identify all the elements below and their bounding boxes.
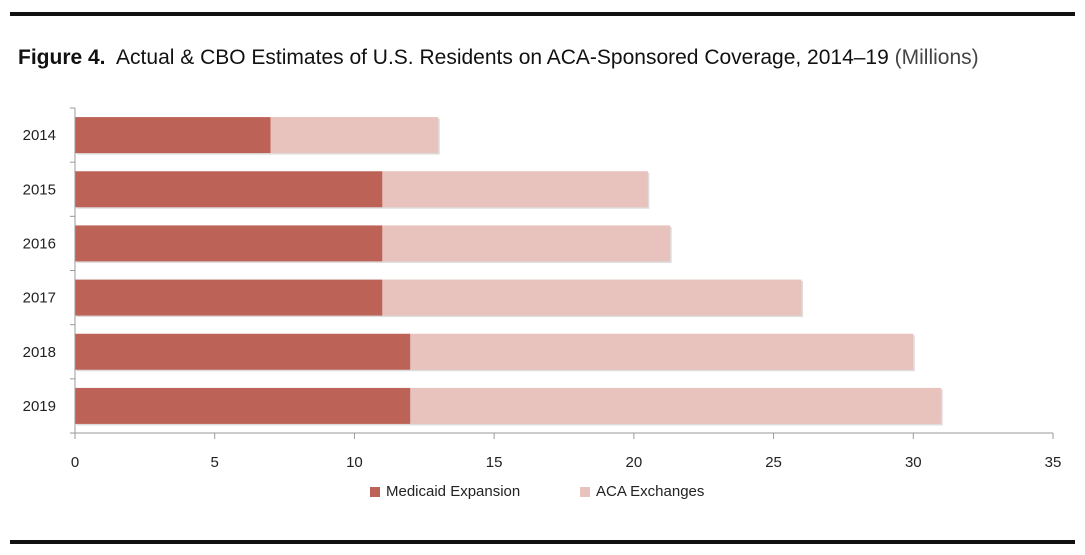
y-tick-label: 2019 — [23, 398, 56, 415]
y-tick-label: 2016 — [23, 235, 56, 252]
legend-swatch-medicaid — [370, 486, 380, 497]
bar-aca-exchanges-2019 — [410, 387, 942, 424]
bar-aca-exchanges-2016 — [382, 225, 671, 262]
y-tick-label: 2014 — [23, 127, 56, 144]
top-rule — [10, 12, 1075, 16]
bar-medicaid-expansion-2014 — [75, 117, 271, 154]
legend-label-exchanges: ACA Exchanges — [596, 483, 705, 500]
x-tick-label: 30 — [905, 454, 922, 471]
y-tick-label: 2017 — [23, 290, 56, 307]
bar-aca-exchanges-2017 — [382, 279, 802, 316]
y-tick-label: 2015 — [23, 181, 56, 198]
legend-label-medicaid: Medicaid Expansion — [386, 483, 521, 500]
x-tick-label: 25 — [765, 454, 782, 471]
legend-item-exchanges: ACA Exchanges — [580, 483, 704, 500]
bar-medicaid-expansion-2015 — [75, 171, 383, 208]
x-tick-label: 35 — [1045, 454, 1062, 471]
figure-number: Figure 4. — [18, 46, 106, 69]
legend-item-medicaid: Medicaid Expansion — [370, 483, 520, 500]
bar-medicaid-expansion-2016 — [75, 225, 383, 262]
title-text: Actual & CBO Estimates of U.S. Residents… — [116, 46, 889, 69]
x-tick-label: 5 — [211, 454, 219, 471]
x-tick-label: 15 — [486, 454, 503, 471]
chart-title: Figure 4. Actual & CBO Estimates of U.S.… — [18, 46, 979, 70]
bar-aca-exchanges-2014 — [270, 117, 439, 154]
title-unit: (Millions) — [894, 46, 979, 69]
bar-aca-exchanges-2015 — [382, 171, 648, 208]
bar-medicaid-expansion-2017 — [75, 279, 383, 316]
x-tick-label: 10 — [346, 454, 363, 471]
bar-medicaid-expansion-2019 — [75, 387, 411, 424]
y-tick-label: 2018 — [23, 344, 56, 361]
x-tick-label: 0 — [71, 454, 79, 471]
x-tick-label: 20 — [626, 454, 643, 471]
bar-medicaid-expansion-2018 — [75, 333, 411, 370]
bar-aca-exchanges-2018 — [410, 333, 914, 370]
legend-swatch-exchanges — [580, 486, 590, 497]
bottom-rule — [10, 540, 1075, 544]
